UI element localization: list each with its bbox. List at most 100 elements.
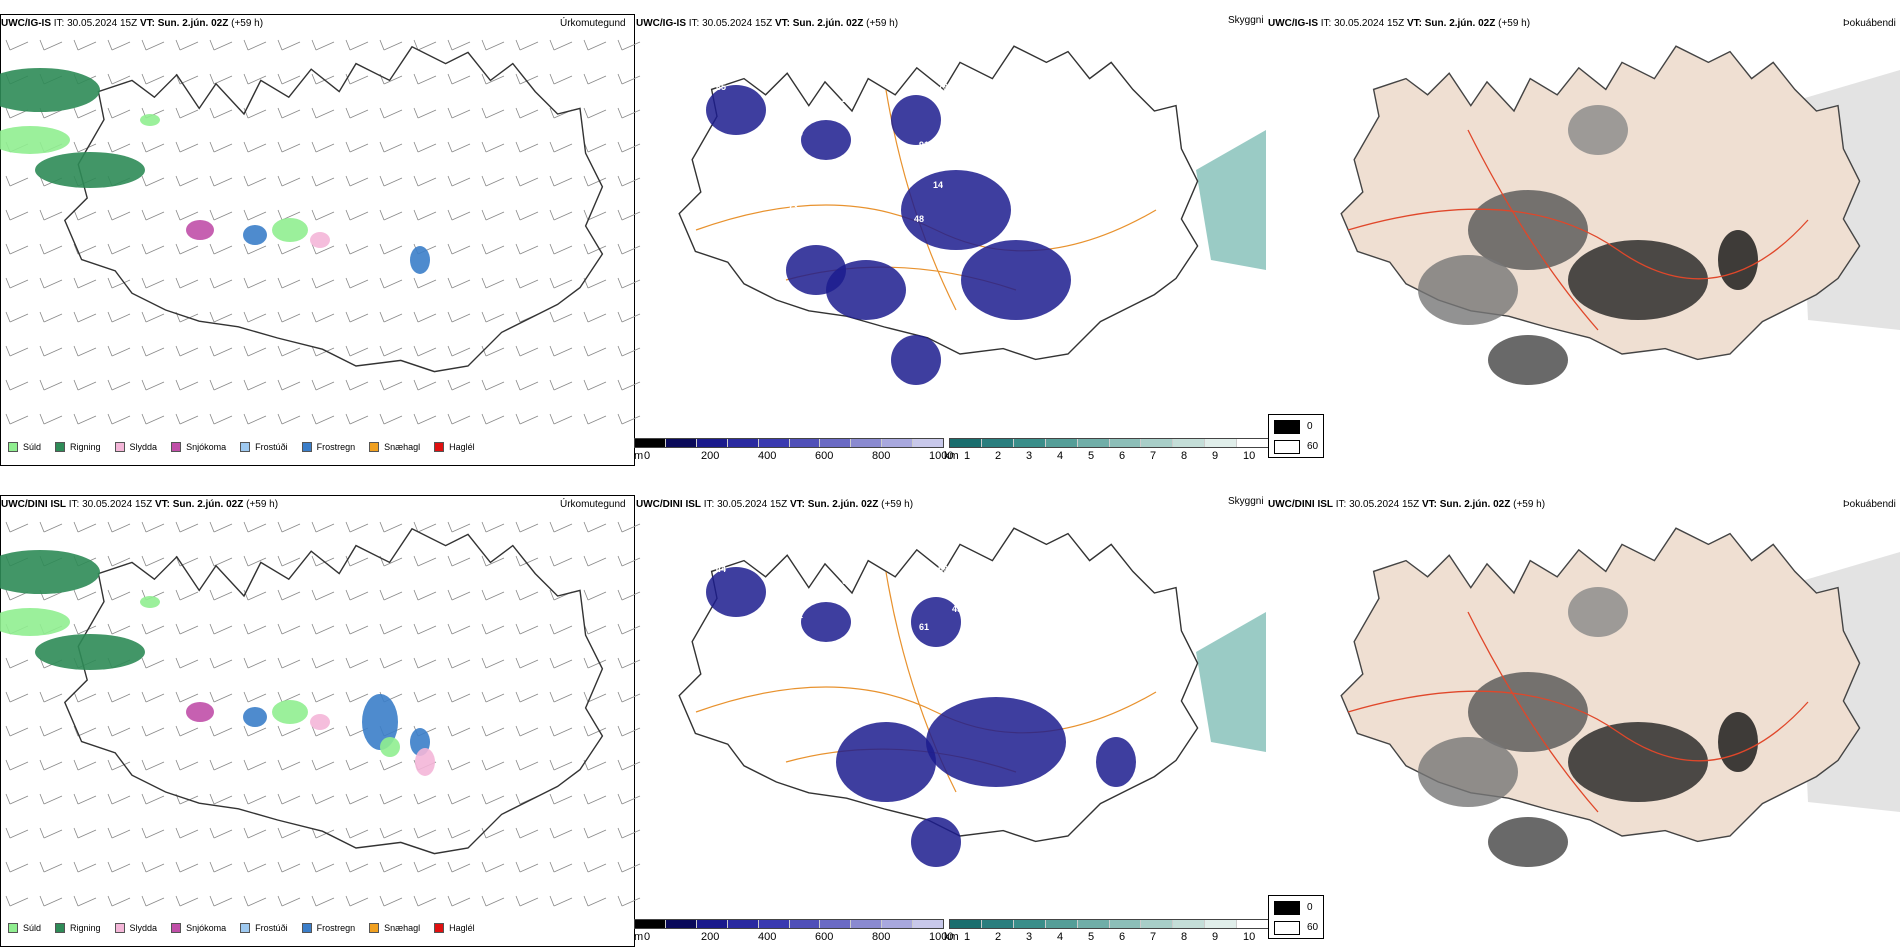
visibility-tick: 9 xyxy=(1212,450,1219,462)
legend-swatch xyxy=(434,923,445,933)
colorbar-segment xyxy=(696,439,728,447)
precip-area xyxy=(35,152,145,188)
cloud-base-label: 47 xyxy=(996,644,1006,654)
cloud-base-label: 38 xyxy=(755,702,765,712)
colorbar-segment xyxy=(1013,439,1046,447)
fog-area xyxy=(1418,737,1518,807)
colorbar-segment xyxy=(635,920,666,928)
legend-swatch xyxy=(434,442,445,452)
legend-swatch xyxy=(8,923,18,933)
fog-legend-1: 0 60 xyxy=(1268,414,1324,458)
colorbar-segment xyxy=(635,439,666,447)
visibility-tick: 3 xyxy=(1026,450,1033,462)
colorbar-segment xyxy=(1013,920,1046,928)
precip-title-1: Úrkomutegund xyxy=(560,18,626,29)
cloud-base-area xyxy=(801,602,851,642)
fog-legend-swatch xyxy=(1274,921,1300,935)
precip-area xyxy=(243,225,267,245)
cloud-base-label: 75 xyxy=(952,122,962,132)
colorbar-segment xyxy=(882,439,914,447)
cloud-base-unit: m xyxy=(634,450,644,462)
precip-area xyxy=(272,700,308,724)
cloud-base-label: 80 xyxy=(875,582,885,592)
fog-area xyxy=(1568,587,1628,637)
precip-frame-1 xyxy=(0,14,635,466)
legend-item-slydda: Slydda xyxy=(114,923,157,933)
fog-header-2: UWC/DINI ISL IT: 30.05.2024 15Z VT: Sun.… xyxy=(1268,499,1546,510)
precip-area xyxy=(380,737,400,757)
wind-barbs xyxy=(5,521,641,907)
cloud-base-label: 43 xyxy=(755,220,765,230)
cloud-base-tick: 0 xyxy=(644,931,651,943)
colorbar-segment xyxy=(1205,920,1238,928)
visibility-colorbar xyxy=(949,919,1269,929)
cloud-base-unit: m xyxy=(634,931,644,943)
colorbar-segment xyxy=(758,439,790,447)
legend-item-rigning: Rigning xyxy=(55,923,101,933)
colorbar-segment xyxy=(1045,439,1078,447)
precip-area xyxy=(140,596,160,608)
visibility-tick: 3 xyxy=(1026,931,1033,943)
colorbar-segment xyxy=(1109,439,1142,447)
wind-barbs xyxy=(5,39,641,425)
legend-item-frostúði: Frostúði xyxy=(240,923,288,933)
fog-area xyxy=(1418,255,1518,325)
legend-item-haglél: Haglél xyxy=(434,442,475,452)
cloud-base-area xyxy=(911,597,961,647)
cloud-base-tick: 200 xyxy=(701,450,720,462)
precip-legend-2: Súld Rigning Slydda Snjókoma Frostúði Frostre… xyxy=(8,923,489,933)
legend-label: Rigning xyxy=(70,442,101,452)
cloud-base-area xyxy=(961,240,1071,320)
precip-header-1: UWC/IG-IS IT: 30.05.2024 15Z VT: Sun. 2.… xyxy=(1,18,264,29)
cloud-header-2: UWC/DINI ISL IT: 30.05.2024 15Z VT: Sun.… xyxy=(636,499,914,510)
fog-area xyxy=(1488,335,1568,385)
legend-label: Snæhagl xyxy=(384,442,421,452)
cloud-base-tick: 200 xyxy=(701,931,720,943)
cloud-base-label: 33 xyxy=(875,100,885,110)
cloud-base-label: 48 xyxy=(1029,168,1039,178)
legend-label: Súld xyxy=(23,442,42,452)
cloud-base-label: 47 xyxy=(760,604,770,614)
precip-area xyxy=(0,608,70,636)
colorbar-segment xyxy=(1141,439,1174,447)
cloud-base-label: 44 xyxy=(716,564,726,574)
colorbar-segment xyxy=(1205,439,1238,447)
cloud-base-label: 73 xyxy=(788,202,798,212)
colorbar-segment xyxy=(981,920,1014,928)
visibility-unit: km xyxy=(944,931,959,943)
sea-visibility-area xyxy=(1196,612,1266,752)
cloud-base-area xyxy=(911,817,961,867)
vis-title-2: Skyggni xyxy=(1228,496,1264,507)
colorbar-segment xyxy=(727,439,759,447)
colorbar-segment xyxy=(789,920,821,928)
cloud-base-tick: 400 xyxy=(758,931,777,943)
precip-area xyxy=(410,246,430,274)
visibility-tick: 8 xyxy=(1181,931,1188,943)
cloud-base-label: 49 xyxy=(1078,134,1088,144)
cloud-base-label: 41 xyxy=(1029,650,1039,660)
cloud-base-area xyxy=(891,335,941,385)
legend-item-súld: Súld xyxy=(8,923,41,933)
colorbar-segment xyxy=(1173,439,1206,447)
precip-map-2 xyxy=(0,521,641,907)
legend-item-snjókoma: Snjókoma xyxy=(171,923,226,933)
colorbar-segment xyxy=(851,439,883,447)
fog-title-1: Þokuábendi xyxy=(1843,18,1896,29)
visibility-tick: 8 xyxy=(1181,450,1188,462)
visibility-unit: km xyxy=(944,450,959,462)
fog-map-2 xyxy=(1340,527,1900,867)
cloud-base-label: 47 xyxy=(1034,576,1044,586)
legend-swatch xyxy=(369,923,380,933)
colorbar-segment xyxy=(665,439,697,447)
colorbar-segment xyxy=(1045,920,1078,928)
legend-label: Snjókoma xyxy=(186,923,227,933)
legend-label: Frostregn xyxy=(316,442,356,452)
visibility-tick: 10 xyxy=(1243,450,1256,462)
precip-legend-1: Súld Rigning Slydda Snjókoma Frostúði Frostre… xyxy=(8,442,489,452)
fog-area xyxy=(1718,230,1758,290)
cloud-base-label: 17 xyxy=(837,168,847,178)
cloud-base-colorbar xyxy=(634,438,944,448)
legend-item-frostregn: Frostregn xyxy=(301,923,355,933)
cloud-base-label: 65 xyxy=(716,82,726,92)
cloud-base-tick: 1000 xyxy=(929,450,954,462)
